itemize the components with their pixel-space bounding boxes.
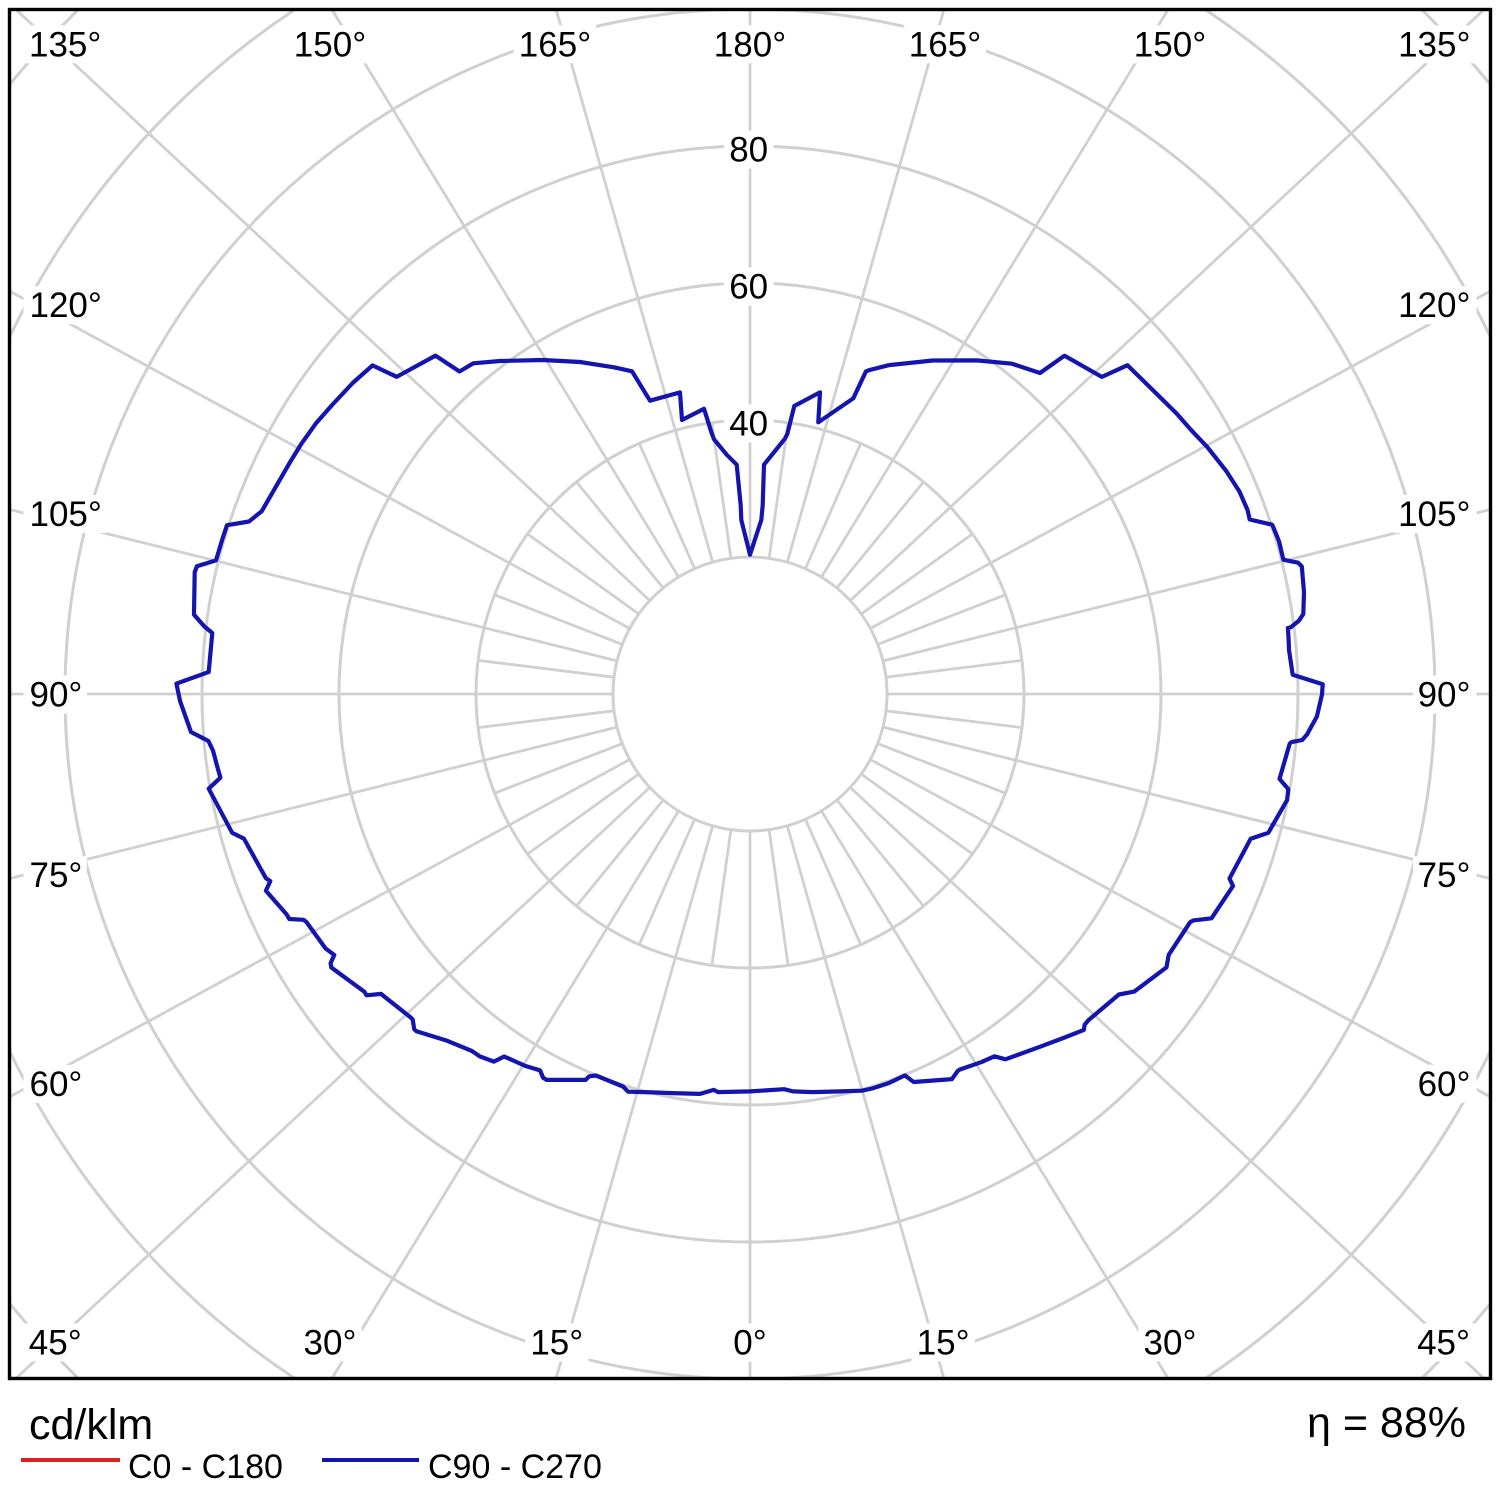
svg-text:η = 88%: η = 88% [1307,1399,1466,1447]
svg-text:45°: 45° [29,1323,82,1362]
svg-text:45°: 45° [1417,1323,1470,1362]
svg-text:120°: 120° [1398,286,1470,325]
svg-text:75°: 75° [1418,856,1471,895]
svg-text:105°: 105° [30,495,102,534]
svg-text:60°: 60° [30,1065,83,1104]
svg-text:40: 40 [729,404,768,443]
svg-text:cd/klm: cd/klm [29,1401,153,1449]
svg-text:60°: 60° [1418,1065,1471,1104]
svg-text:15°: 15° [530,1323,583,1362]
svg-text:150°: 150° [1134,25,1206,64]
svg-text:90°: 90° [1418,676,1471,715]
svg-text:135°: 135° [1398,25,1470,64]
svg-text:75°: 75° [30,856,83,895]
svg-text:135°: 135° [29,25,101,64]
svg-text:105°: 105° [1398,495,1470,534]
svg-text:30°: 30° [304,1323,357,1362]
svg-text:120°: 120° [30,286,102,325]
svg-text:C0 - C180: C0 - C180 [128,1448,283,1486]
svg-text:60: 60 [729,267,768,306]
svg-text:90°: 90° [30,676,83,715]
svg-text:0°: 0° [733,1323,766,1362]
svg-text:80: 80 [729,131,768,170]
svg-text:165°: 165° [519,25,591,64]
svg-text:30°: 30° [1144,1323,1197,1362]
svg-text:165°: 165° [909,25,981,64]
svg-text:C90 - C270: C90 - C270 [428,1448,602,1486]
svg-text:150°: 150° [294,25,366,64]
svg-text:15°: 15° [917,1323,970,1362]
svg-text:180°: 180° [714,25,786,64]
